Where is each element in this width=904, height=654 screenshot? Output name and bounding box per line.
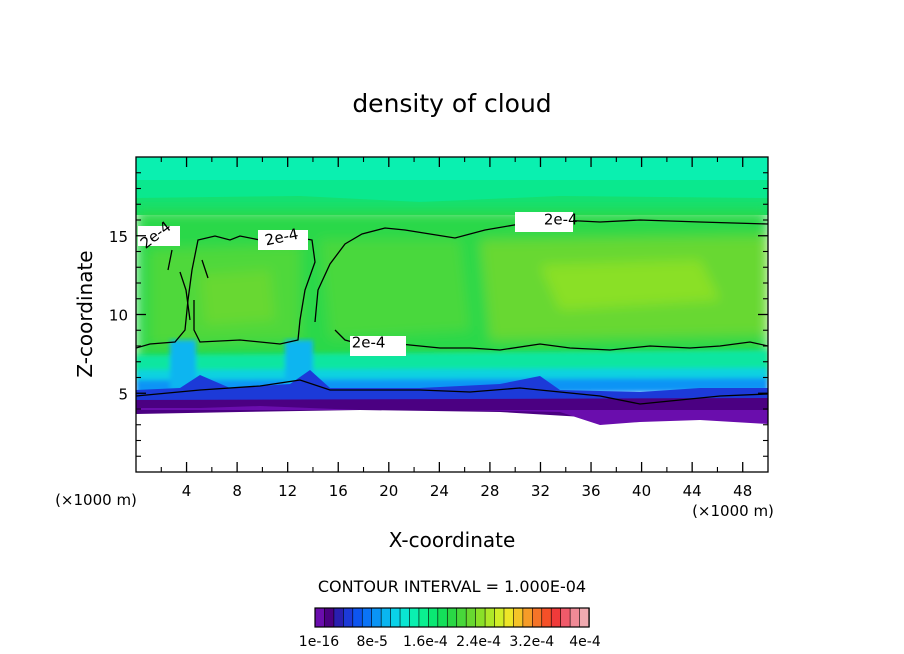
colorbar-swatch-20: [503, 607, 515, 628]
contour-label-2: 2e-4: [544, 211, 578, 229]
colorbar-swatch-9: [399, 607, 411, 628]
colorbar-swatch-26: [560, 607, 571, 628]
colorbar-swatch-18: [484, 607, 496, 628]
colorbar-swatch-17: [475, 607, 486, 628]
colorbar-swatch-22: [522, 607, 534, 628]
colorbar-swatch-23: [532, 607, 543, 628]
x-tick-label-6: 28: [480, 482, 499, 500]
colorbar-frame: [314, 607, 590, 628]
colorbar-label-2: 1.6e-4: [403, 634, 448, 650]
colorbar-label-5: 4e-4: [569, 634, 601, 650]
colorbar-swatch-28: [579, 607, 590, 628]
colorbar-swatch-27: [569, 607, 581, 628]
chart-title: density of cloud: [352, 89, 551, 118]
colorbar-swatch-15: [456, 607, 467, 628]
x-tick-label-7: 32: [531, 482, 550, 500]
x-tick-label-10: 44: [683, 482, 702, 500]
density-field: [136, 157, 768, 472]
colorbar-swatch-12: [428, 607, 439, 628]
colorbar-swatch-3: [343, 607, 354, 628]
x-tick-label-0: 4: [182, 482, 192, 500]
colorbar-labels: 1e-16 8e-5 1.6e-4 2.4e-4 3.2e-4 4e-4: [299, 634, 601, 650]
colorbar-swatch-4: [352, 607, 363, 628]
x-tick-label-3: 16: [329, 482, 348, 500]
contour-interval-text: CONTOUR INTERVAL = 1.000E-04: [318, 577, 586, 596]
x-tick-label-9: 40: [632, 482, 651, 500]
colorbar-swatch-16: [465, 607, 477, 628]
x-tick-labels: 4 8 12 16 20 24 28 32 36 40 44 48: [182, 482, 752, 500]
x-tick-label-11: 48: [733, 482, 752, 500]
colorbar-swatch-19: [494, 607, 505, 628]
colorbar-swatch-5: [361, 607, 373, 628]
colorbar-swatch-24: [541, 607, 552, 628]
x-tick-label-5: 24: [430, 482, 449, 500]
colorbar-swatch-6: [371, 607, 382, 628]
colorbar-swatch-2: [333, 607, 345, 628]
colorbar-swatch-1: [324, 607, 335, 628]
y-axis-label: Z-coordinate: [73, 250, 97, 377]
axis-ticks: [136, 157, 768, 472]
x-unit-label: (×1000 m): [692, 502, 774, 520]
colorbar-swatch-21: [513, 607, 524, 628]
colorbar-swatch-8: [390, 607, 401, 628]
x-axis-label: X-coordinate: [389, 528, 516, 552]
y-tick-label-1: 10: [109, 307, 128, 325]
colorbar-label-1: 8e-5: [356, 634, 387, 650]
colorbar-label-4: 3.2e-4: [509, 634, 554, 650]
y-tick-labels: 5 10 15: [109, 228, 128, 404]
x-tick-label-2: 12: [278, 482, 297, 500]
colorbar-swatch-25: [550, 607, 562, 628]
colorbar-swatch-14: [446, 607, 458, 628]
colorbar-swatch-10: [409, 607, 420, 628]
colorbar-swatch-11: [418, 607, 430, 628]
x-tick-label-4: 20: [379, 482, 398, 500]
colorbar-label-3: 2.4e-4: [456, 634, 501, 650]
x-tick-label-8: 36: [581, 482, 600, 500]
colorbar-swatch-0: [314, 607, 326, 628]
contour-label-3: 2e-4: [352, 334, 386, 352]
colorbar-label-0: 1e-16: [299, 634, 339, 650]
x-tick-label-1: 8: [232, 482, 242, 500]
y-unit-label: (×1000 m): [55, 491, 137, 509]
y-tick-label-0: 5: [118, 385, 128, 403]
colorbar-swatch-7: [380, 607, 392, 628]
colorbar: [314, 607, 590, 628]
y-tick-label-2: 15: [109, 228, 128, 246]
colorbar-swatch-13: [437, 607, 448, 628]
